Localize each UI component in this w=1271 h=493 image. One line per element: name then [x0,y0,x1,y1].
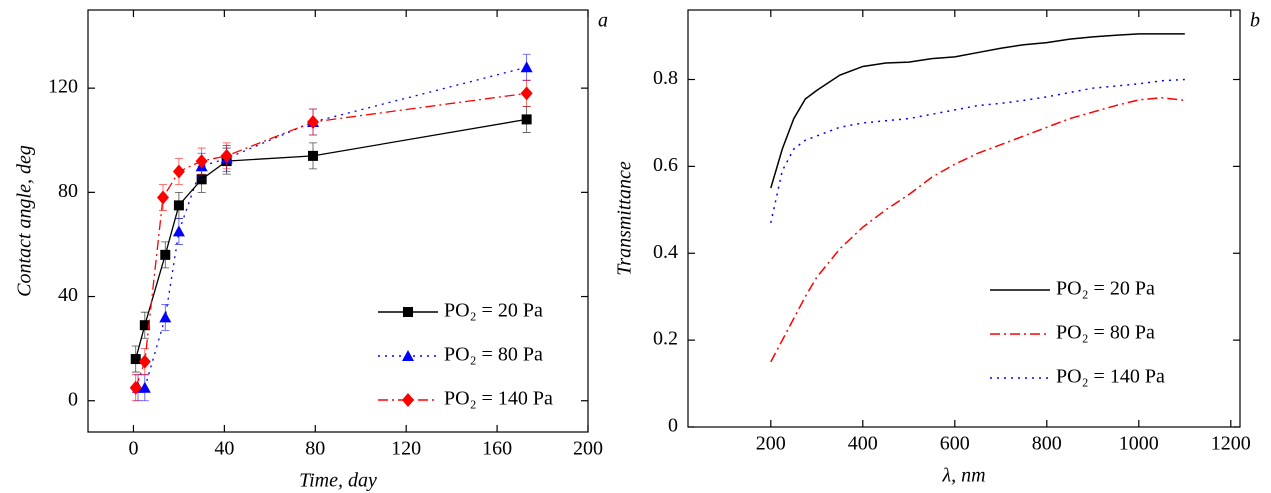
y-tick-label: 120 [48,76,78,98]
x-tick-label: 800 [1032,433,1062,455]
panel-label: b [1250,10,1260,32]
x-tick-label: 200 [573,438,603,460]
marker [160,249,171,260]
legend-label: PO₂ = 80 Pa [1056,322,1155,344]
marker [139,320,150,331]
x-tick-label: 160 [482,438,512,460]
marker [195,154,208,169]
legend-label: PO₂ = 20 Pa [1056,278,1155,300]
marker [402,350,414,361]
x-tick-label: 200 [756,433,786,455]
series-line [138,66,527,389]
y-tick-label: 0.6 [653,154,678,176]
legend-label: PO₂ = 140 Pa [444,388,553,410]
marker [308,150,318,161]
y-axis-label: Transmittance [614,161,636,276]
x-tick-label: 400 [848,433,878,455]
marker [129,380,142,395]
series-line [135,118,527,360]
y-axis-label: Contact angle, deg [14,145,36,297]
y-tick-label: 0.2 [653,328,678,350]
y-tick-label: 80 [58,180,78,202]
marker [173,200,184,211]
x-axis-label: λ, nm [941,465,985,487]
marker [159,311,172,323]
marker [520,61,533,73]
legend-label: PO₂ = 140 Pa [1056,366,1165,388]
x-tick-label: 600 [940,433,970,455]
series-line [135,92,527,388]
marker [172,164,185,179]
marker [138,354,151,369]
series-line [770,78,1185,224]
marker [307,115,319,130]
series-line [770,96,1185,363]
marker [138,381,151,393]
marker [130,354,141,365]
y-tick-label: 0 [668,415,678,437]
marker [157,190,169,205]
plot-frame [87,9,589,433]
x-tick-label: 80 [305,438,325,460]
x-tick-label: 1000 [1119,433,1159,455]
x-tick-label: 120 [391,438,421,460]
legend-label: PO₂ = 80 Pa [444,344,543,366]
marker [520,86,533,101]
marker [402,393,414,407]
marker [172,225,185,237]
x-tick-label: 40 [214,438,234,460]
x-tick-label: 0 [128,438,138,460]
plot-frame [687,9,1241,428]
x-tick-label: 1200 [1211,433,1251,455]
y-tick-label: 0 [68,388,78,410]
y-tick-label: 0.8 [653,67,678,89]
y-tick-label: 40 [58,284,78,306]
x-axis-label: Time, day [299,470,377,492]
marker [403,307,413,317]
marker [220,148,233,163]
panel-label: a [598,10,608,32]
legend-label: PO₂ = 20 Pa [444,300,543,322]
y-tick-label: 0.4 [653,241,678,263]
series-line [770,33,1185,189]
marker [521,114,532,125]
